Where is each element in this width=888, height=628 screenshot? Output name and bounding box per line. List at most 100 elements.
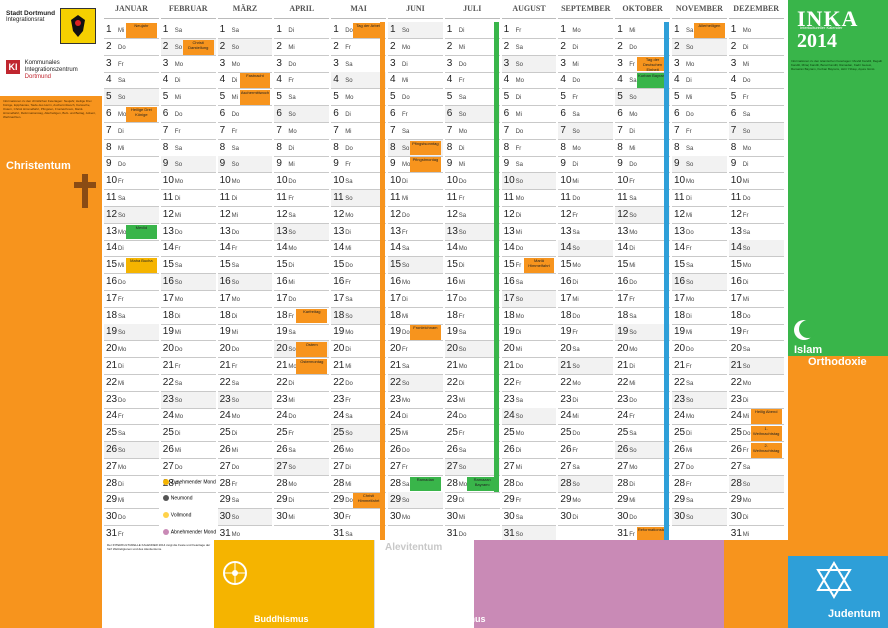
weekday-label: Mi — [118, 145, 125, 152]
day-number: 26 — [333, 444, 345, 455]
day-number: 7 — [219, 124, 226, 136]
day-number: 30 — [617, 511, 629, 523]
day-number: 29 — [503, 494, 515, 506]
day-number: 10 — [276, 175, 288, 187]
event-label: Maha Bucha — [126, 258, 157, 273]
weekday-label: Do — [572, 313, 581, 320]
day-cell: 6 Sa — [558, 106, 614, 123]
weekday-label: Fr — [402, 112, 408, 118]
day-cell: 29 Mi — [104, 492, 159, 510]
weekday-label: Do — [118, 397, 126, 404]
weekday-label: Do — [231, 464, 240, 471]
day-cell: 7 So — [558, 122, 614, 140]
day-cell: 3 Fr — [104, 56, 159, 73]
day-number: 4 — [674, 74, 680, 86]
day-number: 13 — [333, 225, 345, 237]
weekday-label: Sa — [231, 380, 239, 387]
day-number: 29 — [446, 494, 458, 506]
day-cell: 2 Mi — [274, 39, 330, 56]
weekday-label: Do — [231, 229, 240, 236]
day-number: 28 — [219, 477, 231, 489]
day-number: 9 — [730, 158, 737, 170]
day-number: 12 — [503, 208, 515, 220]
day-number: 27 — [560, 460, 572, 472]
day-cell: 14 Do — [501, 240, 557, 258]
weekday-label: Mi — [629, 380, 636, 387]
day-number: 24 — [674, 410, 686, 422]
day-number: 23 — [219, 393, 231, 405]
day-cell: 3 Mi — [728, 56, 784, 73]
christianity-label: Christentum — [6, 160, 71, 172]
weekday-label: Mi — [345, 246, 352, 253]
day-cell: 17 Mi — [558, 291, 614, 308]
weekday-label: Mi — [686, 95, 693, 102]
day-cell: 8 Sa — [217, 140, 273, 157]
day-cell: 13 Sa — [728, 224, 784, 241]
calendar-grid: JANUAR 1 Mi 2 Do 3 Fr 4 Sa 5 So 6 Mo 7 Di 8 Mi 9 Do 10 Fr 11 S… — [104, 0, 786, 543]
weekday-label: Mi — [572, 414, 579, 421]
day-number: 3 — [446, 57, 453, 69]
event-label: Reformationstag — [637, 527, 668, 542]
event-label: 2. Weihnachtstag — [750, 443, 782, 458]
weekday-label: Sa — [345, 532, 353, 538]
day-number: 5 — [333, 91, 339, 103]
event-label: Ostermontag — [296, 359, 328, 374]
weekday-label: Mi — [572, 179, 579, 186]
weekday-label: So — [686, 162, 694, 169]
weekday-label: Fr — [572, 330, 579, 337]
day-number: 13 — [219, 225, 231, 237]
day-number: 21 — [219, 360, 231, 371]
weekday-label: Di — [231, 431, 238, 438]
day-number: 17 — [333, 292, 345, 304]
weekday-label: Do — [686, 229, 694, 236]
day-number: 27 — [730, 460, 742, 472]
event-label: Mariä Himmelfahrt — [523, 258, 555, 273]
weekday-label: Di — [572, 280, 579, 286]
day-cell: 17 Mo — [160, 291, 216, 308]
day-cell: 16 So — [160, 274, 216, 291]
day-cell: 2 Di — [728, 39, 784, 56]
day-cell: 2 Do — [615, 39, 670, 56]
day-cell: 26 Mi — [672, 442, 727, 459]
day-cell: 13 Mi — [501, 224, 557, 241]
day-cell: 30 Mi — [444, 509, 500, 527]
weekday-label: Mi — [629, 145, 636, 152]
day-number: 17 — [503, 292, 515, 304]
day-cell: 21 Mi — [331, 358, 386, 375]
day-number: 3 — [276, 57, 282, 69]
day-number: 5 — [106, 91, 112, 103]
day-cell: 4 Di — [160, 72, 216, 90]
weekday-label: Di — [515, 212, 522, 219]
weekday-label: Fr — [686, 246, 692, 253]
day-number: 17 — [162, 292, 174, 304]
day-cell: 12 Fr — [728, 207, 784, 224]
day-number: 22 — [390, 376, 402, 388]
weekday-label: Mo — [174, 179, 184, 186]
weekday-label: Di — [288, 145, 295, 152]
day-cell: 18 Fr — [274, 308, 330, 325]
day-number: 7 — [276, 124, 282, 136]
day-cell: 14 Di — [104, 240, 159, 258]
day-number: 18 — [219, 309, 231, 321]
day-number: 20 — [560, 343, 572, 355]
weekday-label: So — [174, 397, 183, 404]
weekday-label: Di — [231, 313, 238, 320]
event-label: Pfingstsonntag — [410, 140, 441, 156]
day-number: 14 — [333, 242, 345, 254]
weekday-label: Sa — [629, 313, 637, 320]
weekday-label: Do — [515, 246, 524, 253]
day-number: 1 — [560, 24, 566, 35]
day-cell: 3 Do — [274, 56, 330, 73]
day-cell: 9 Fr — [331, 156, 386, 174]
day-cell: 29 Di — [444, 492, 500, 510]
day-number: 10 — [162, 175, 174, 187]
weekday-label: Mi — [686, 212, 693, 219]
day-cell: 26 Mi — [160, 442, 216, 459]
weekday-label: Sa — [629, 431, 637, 438]
day-cell: 2 Fr — [331, 39, 386, 56]
weekday-label: Mo — [515, 431, 524, 438]
weekday-label: Do — [629, 280, 637, 286]
day-number: 15 — [390, 259, 402, 271]
weekday-label: Do — [118, 44, 126, 51]
weekday-label: Fr — [288, 431, 295, 438]
